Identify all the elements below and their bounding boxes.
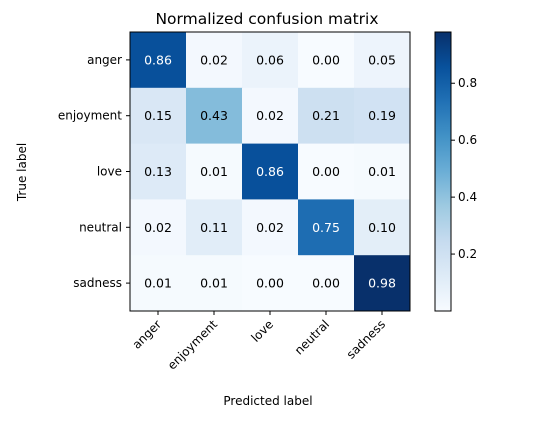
matrix-cell (242, 87, 299, 145)
cell-value-label: 0.02 (200, 52, 228, 67)
cell-value-label: 0.02 (256, 220, 284, 235)
matrix-cell (130, 32, 187, 89)
matrix-cell (186, 87, 243, 145)
matrix-cell (298, 143, 355, 200)
cell-value-label: 0.98 (368, 276, 396, 291)
y-tick-label: neutral (79, 220, 122, 234)
colorbar-tick-label: 0.6 (458, 133, 477, 147)
matrix-cell (186, 143, 243, 200)
cell-value-label: 0.86 (144, 52, 172, 67)
y-tick-label: anger (87, 53, 122, 67)
x-ticks-group: anger enjoyment love neutral sadness (130, 311, 388, 372)
cell-value-label: 0.10 (368, 220, 396, 235)
matrix-cell (242, 199, 299, 256)
matrix-cell (130, 87, 187, 145)
y-tick-label: love (97, 165, 122, 179)
x-tick-label: enjoyment (165, 317, 220, 372)
cell-value-label: 0.43 (200, 108, 228, 123)
x-tick-label: sadness (344, 317, 388, 361)
matrix-cell (186, 255, 243, 312)
matrix-cell (354, 87, 411, 145)
matrix-cell (186, 32, 243, 89)
matrix-cell (354, 143, 411, 200)
matrix-cell (298, 255, 355, 312)
colorbar-ticks-group: 0.2 0.4 0.6 0.8 (451, 76, 477, 261)
matrix-cell (354, 255, 411, 312)
cell-value-label: 0.86 (256, 164, 284, 179)
matrix-cell (186, 199, 243, 256)
y-tick-label: sadness (73, 276, 122, 290)
matrix-cell (242, 143, 299, 200)
x-tick-label: neutral (292, 317, 332, 357)
cell-value-label: 0.75 (312, 220, 340, 235)
matrix-cell (354, 199, 411, 256)
cell-value-label: 0.15 (144, 108, 172, 123)
matrix-cell (242, 255, 299, 312)
colorbar-tick-label: 0.4 (458, 190, 477, 204)
y-axis-label: True label (15, 143, 29, 202)
matrix-cell (354, 32, 411, 89)
cell-value-label: 0.01 (144, 276, 172, 291)
y-ticks-group: anger enjoyment love neutral sadness (58, 53, 130, 290)
cell-labels-group: 0.86 0.02 0.06 0.00 0.05 0.15 0.43 0.02 0.21 0.19… (144, 52, 396, 290)
colorbar-tick-label: 0.8 (458, 76, 477, 90)
matrix-cell (298, 87, 355, 145)
cell-value-label: 0.00 (312, 164, 340, 179)
cell-value-label: 0.02 (256, 108, 284, 123)
matrix-cell (130, 255, 187, 312)
cell-value-label: 0.01 (368, 164, 396, 179)
colorbar-tick-label: 0.2 (458, 247, 477, 261)
cell-value-label: 0.06 (256, 52, 284, 67)
cell-value-label: 0.02 (144, 220, 172, 235)
x-tick-label: anger (130, 317, 165, 352)
cell-value-label: 0.00 (312, 276, 340, 291)
matrix-cell (298, 199, 355, 256)
cell-value-label: 0.00 (256, 276, 284, 291)
x-axis-label: Predicted label (223, 394, 312, 408)
cell-value-label: 0.01 (200, 276, 228, 291)
cell-value-label: 0.00 (312, 52, 340, 67)
cell-value-label: 0.01 (200, 164, 228, 179)
matrix-cell (130, 143, 187, 200)
matrix-cell (242, 32, 299, 89)
cell-value-label: 0.19 (368, 108, 396, 123)
cell-value-label: 0.13 (144, 164, 172, 179)
cell-value-label: 0.11 (200, 220, 228, 235)
colorbar (434, 31, 452, 312)
x-tick-label: love (248, 317, 276, 345)
y-tick-label: enjoyment (58, 109, 122, 123)
matrix-cell (298, 32, 355, 89)
cell-value-label: 0.05 (368, 52, 396, 67)
chart-title: Normalized confusion matrix (155, 10, 378, 28)
cell-value-label: 0.21 (312, 108, 340, 123)
matrix-cell (130, 199, 187, 256)
matrix-cells-group (130, 32, 411, 312)
